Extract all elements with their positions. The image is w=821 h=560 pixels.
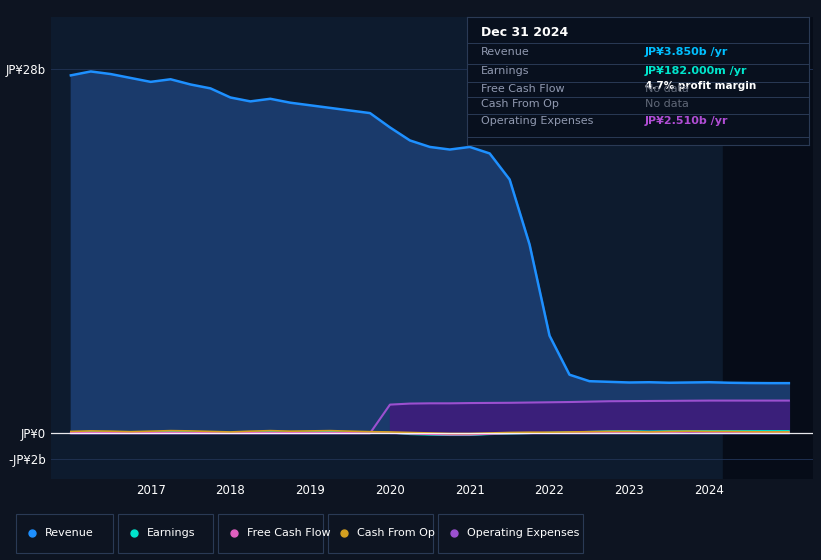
Text: JP¥2.510b /yr: JP¥2.510b /yr [644, 116, 728, 127]
Text: Operating Expenses: Operating Expenses [480, 116, 593, 127]
Text: No data: No data [644, 85, 689, 94]
Text: No data: No data [644, 99, 689, 109]
Text: Revenue: Revenue [480, 47, 530, 57]
Text: Operating Expenses: Operating Expenses [467, 529, 580, 539]
Text: Dec 31 2024: Dec 31 2024 [480, 26, 568, 39]
Text: Cash From Op: Cash From Op [357, 529, 435, 539]
Text: Free Cash Flow: Free Cash Flow [247, 529, 331, 539]
Text: Earnings: Earnings [480, 66, 530, 76]
Text: Cash From Op: Cash From Op [480, 99, 558, 109]
Text: Revenue: Revenue [45, 529, 94, 539]
Text: JP¥3.850b /yr: JP¥3.850b /yr [644, 47, 728, 57]
Text: Earnings: Earnings [147, 529, 195, 539]
Text: 4.7% profit margin: 4.7% profit margin [644, 81, 756, 91]
Bar [722, 17, 813, 479]
Text: Free Cash Flow: Free Cash Flow [480, 85, 564, 94]
Text: JP¥182.000m /yr: JP¥182.000m /yr [644, 66, 747, 76]
